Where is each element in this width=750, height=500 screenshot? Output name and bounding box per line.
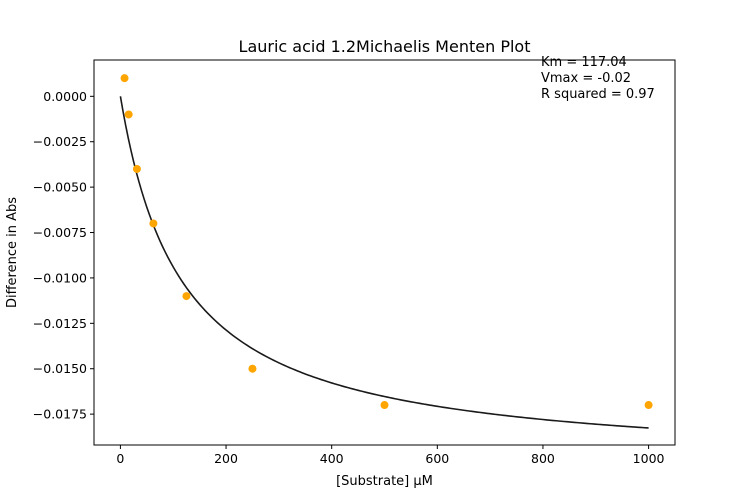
x-tick-label: 600 (425, 451, 449, 466)
chart-title: Lauric acid 1.2Michaelis Menten Plot (239, 37, 531, 56)
x-axis: 0 200 400 600 800 1000 (116, 445, 665, 466)
x-tick-label: 200 (214, 451, 238, 466)
x-tick-label: 0 (116, 451, 124, 466)
y-tick-label: −0.0025 (33, 134, 87, 149)
data-point (182, 292, 191, 301)
y-tick-label: −0.0050 (33, 180, 87, 195)
x-tick-label: 400 (320, 451, 344, 466)
r-squared-annotation: R squared = 0.97 (541, 87, 655, 102)
data-point (248, 364, 257, 373)
y-tick-label: −0.0075 (33, 225, 87, 240)
axes-frame (93, 59, 676, 446)
data-point (124, 110, 133, 119)
x-tick-label: 800 (531, 451, 555, 466)
x-axis-label: [Substrate] µM (336, 474, 433, 489)
fit-curve-line (119, 96, 649, 429)
y-tick-label: −0.0150 (33, 361, 87, 376)
km-annotation: Km = 117.04 (541, 55, 627, 70)
x-tick-label: 1000 (633, 451, 665, 466)
y-axis-label: Difference in Abs (5, 197, 20, 308)
data-point (132, 164, 141, 173)
plot-area (119, 74, 653, 429)
vmax-annotation: Vmax = -0.02 (541, 71, 631, 86)
data-point (149, 219, 158, 228)
data-point (120, 74, 129, 83)
data-point (644, 401, 653, 410)
y-tick-label: −0.0125 (33, 316, 87, 331)
y-tick-label: −0.0175 (33, 407, 87, 422)
data-point (380, 401, 389, 410)
y-tick-label: −0.0100 (33, 270, 87, 285)
fit-annotation: Km = 117.04 Vmax = -0.02 R squared = 0.9… (541, 55, 655, 102)
y-tick-label: 0.0000 (43, 89, 87, 104)
y-axis: 0.0000 −0.0025 −0.0050 −0.0075 −0.0100 −0.012… (33, 89, 94, 422)
